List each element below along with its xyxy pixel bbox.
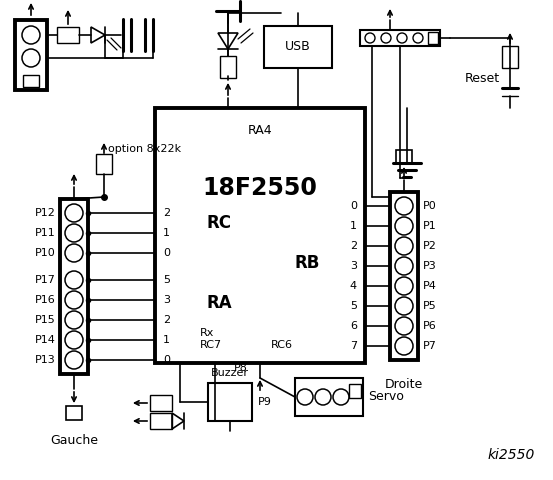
Bar [360, 30, 440, 46]
Text: P5: P5 [423, 301, 437, 311]
Text: Servo: Servo [368, 391, 404, 404]
Text: P8: P8 [234, 363, 248, 373]
Circle shape [65, 351, 83, 369]
Bar [57, 27, 79, 43]
Text: P10: P10 [35, 248, 56, 258]
Text: 5: 5 [163, 275, 170, 285]
Text: P2: P2 [423, 241, 437, 251]
Circle shape [65, 204, 83, 222]
Text: RB: RB [295, 254, 320, 272]
Text: RA4: RA4 [248, 123, 272, 136]
Text: P17: P17 [35, 275, 56, 285]
Text: 7: 7 [350, 341, 357, 351]
Text: P14: P14 [35, 335, 56, 345]
Text: P9: P9 [258, 397, 272, 407]
Bar [295, 378, 363, 416]
Circle shape [65, 244, 83, 262]
Text: P4: P4 [423, 281, 437, 291]
Text: 1: 1 [163, 228, 170, 238]
Bar [15, 20, 47, 90]
Bar [150, 413, 172, 429]
Circle shape [413, 33, 423, 43]
Text: P3: P3 [423, 261, 437, 271]
Circle shape [65, 271, 83, 289]
Bar [155, 108, 365, 363]
Text: 4: 4 [350, 281, 357, 291]
Text: option 8x22k: option 8x22k [108, 144, 181, 154]
Text: P11: P11 [35, 228, 56, 238]
Bar [390, 192, 418, 360]
Bar [502, 46, 518, 68]
Text: 3: 3 [163, 295, 170, 305]
Circle shape [395, 217, 413, 235]
Text: Droite: Droite [385, 378, 423, 391]
Text: 0: 0 [163, 355, 170, 365]
Circle shape [65, 291, 83, 309]
Text: P1: P1 [423, 221, 437, 231]
Circle shape [297, 389, 313, 405]
Text: 3: 3 [350, 261, 357, 271]
Text: 5: 5 [350, 301, 357, 311]
Text: P13: P13 [35, 355, 56, 365]
Text: P16: P16 [35, 295, 56, 305]
Bar [208, 383, 252, 421]
Text: P6: P6 [423, 321, 437, 331]
Text: P15: P15 [35, 315, 56, 325]
Text: Gauche: Gauche [50, 434, 98, 447]
Bar [264, 26, 332, 68]
Text: RA: RA [207, 294, 233, 312]
Text: RC7: RC7 [200, 340, 222, 350]
Circle shape [365, 33, 375, 43]
Circle shape [65, 311, 83, 329]
Circle shape [333, 389, 349, 405]
Bar [220, 56, 236, 78]
Text: 1: 1 [163, 335, 170, 345]
Circle shape [395, 297, 413, 315]
Circle shape [65, 224, 83, 242]
Bar [66, 406, 82, 420]
Bar [23, 75, 39, 87]
Circle shape [395, 237, 413, 255]
Text: 2: 2 [350, 241, 357, 251]
Text: 6: 6 [350, 321, 357, 331]
Text: P0: P0 [423, 201, 437, 211]
Bar [60, 199, 88, 374]
Circle shape [395, 197, 413, 215]
Text: 18F2550: 18F2550 [202, 176, 317, 200]
Text: 0: 0 [350, 201, 357, 211]
Bar [96, 154, 112, 174]
Circle shape [395, 277, 413, 295]
Circle shape [397, 33, 407, 43]
Circle shape [395, 257, 413, 275]
Text: RC6: RC6 [270, 340, 293, 350]
Bar [396, 150, 412, 164]
Text: 2: 2 [163, 208, 170, 218]
Text: P7: P7 [423, 341, 437, 351]
Text: 2: 2 [163, 315, 170, 325]
Text: Buzzer: Buzzer [211, 368, 249, 378]
Text: USB: USB [285, 40, 311, 53]
Text: 1: 1 [350, 221, 357, 231]
Circle shape [395, 317, 413, 335]
Bar [150, 395, 172, 411]
Bar [349, 384, 361, 398]
Circle shape [381, 33, 391, 43]
Text: ki2550: ki2550 [488, 448, 535, 462]
Text: RC: RC [207, 214, 232, 232]
Circle shape [22, 49, 40, 67]
Circle shape [22, 26, 40, 44]
Text: Reset: Reset [465, 72, 500, 84]
Circle shape [395, 337, 413, 355]
Text: Rx: Rx [200, 328, 215, 338]
Bar [428, 32, 438, 44]
Text: P12: P12 [35, 208, 56, 218]
Circle shape [315, 389, 331, 405]
Text: 0: 0 [163, 248, 170, 258]
Circle shape [65, 331, 83, 349]
